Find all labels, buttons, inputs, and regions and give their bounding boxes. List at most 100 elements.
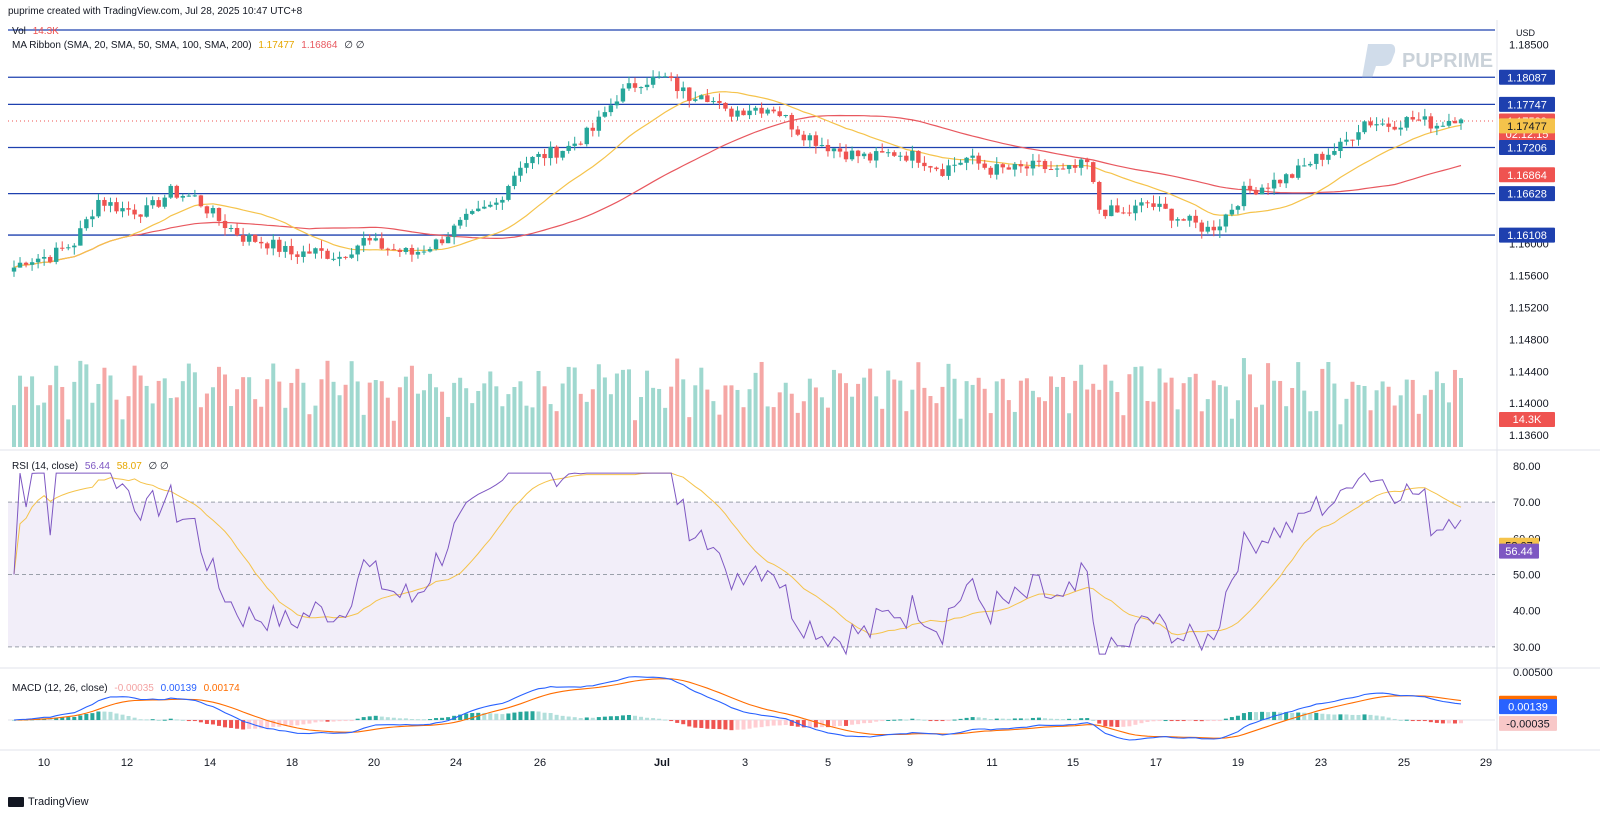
rsi-tag-label: 56.44: [1505, 546, 1533, 558]
candle: [1320, 153, 1325, 160]
volume-bar: [596, 364, 601, 447]
price-tag: [1499, 96, 1555, 112]
volume-bar: [524, 405, 529, 447]
volume-bar: [1302, 390, 1307, 447]
volume-bar: [566, 366, 571, 447]
macd-histogram-bar: [132, 717, 137, 721]
macd-histogram-bar: [1392, 718, 1397, 721]
price-tag-label: 1.17477: [1507, 121, 1547, 133]
macd-histogram-bar: [566, 716, 571, 721]
macd-histogram-bar: [144, 719, 149, 721]
macd-histogram-bar: [741, 720, 746, 730]
volume-bar: [96, 383, 101, 447]
volume-bar: [271, 363, 276, 447]
volume-bar: [506, 394, 511, 447]
volume-bar: [36, 405, 41, 447]
candle: [608, 105, 614, 113]
volume-bar: [174, 397, 179, 447]
rsi-legend[interactable]: RSI (14, close) 56.44 58.07 ∅ ∅: [12, 461, 173, 472]
macd-histogram-bar: [1302, 712, 1307, 721]
candle: [693, 99, 698, 101]
macd-histogram-bar: [1199, 720, 1204, 722]
volume-bar: [584, 401, 589, 447]
macd-histogram-bar: [856, 720, 861, 725]
volume-bar: [403, 376, 408, 447]
macd-histogram-bar: [1157, 720, 1162, 722]
candle: [892, 152, 897, 156]
volume-bar: [1368, 410, 1373, 447]
time-tick-label: 14: [204, 757, 216, 769]
candle: [1271, 179, 1277, 189]
candle: [114, 202, 119, 212]
time-tick-label: 9: [907, 757, 913, 769]
candle: [560, 150, 565, 158]
volume-bar: [868, 368, 873, 447]
candle: [934, 167, 939, 170]
time-tick-label: 19: [1232, 757, 1244, 769]
candle: [222, 220, 228, 229]
rsi-line: [13, 472, 1462, 656]
macd-histogram-bar: [1097, 720, 1102, 724]
candle: [789, 114, 794, 130]
candle: [572, 143, 577, 146]
time-tick-label: 5: [825, 757, 831, 769]
volume-bar: [1284, 406, 1289, 447]
candle: [711, 100, 716, 103]
volume-legend: Vol 14.3K: [12, 26, 63, 37]
ma-legend[interactable]: MA Ribbon (SMA, 20, SMA, 50, SMA, 100, S…: [12, 40, 368, 51]
macd-histogram-bar: [415, 719, 420, 721]
volume-bar: [1169, 377, 1174, 447]
volume-bar: [1350, 381, 1355, 447]
candle: [289, 245, 294, 255]
macd-histogram-bar: [331, 720, 336, 722]
volume-bar: [1097, 389, 1102, 447]
macd-histogram-bar: [1091, 719, 1096, 721]
tradingview-footer[interactable]: TradingView: [8, 796, 89, 808]
brand-name: PUPRIME: [1402, 49, 1494, 72]
candle: [530, 156, 535, 164]
macd-histogram-bar: [1193, 720, 1198, 722]
candle: [162, 197, 167, 207]
volume-bar: [687, 417, 692, 447]
volume-bar: [976, 377, 981, 447]
volume-bar: [241, 377, 246, 447]
candle: [1193, 215, 1198, 223]
candle: [1187, 215, 1192, 221]
macd-histogram-bar: [626, 714, 631, 721]
macd-histogram-bar: [789, 720, 794, 726]
volume-tag-label: 14.3K: [1513, 414, 1542, 426]
candle: [795, 129, 800, 135]
price-tick-label: 1.14000: [1509, 398, 1549, 410]
macd-histogram-bar: [759, 720, 764, 728]
volume-bar: [813, 387, 818, 447]
volume-bar: [657, 388, 662, 447]
candle: [1054, 168, 1060, 170]
candle: [717, 100, 722, 103]
volume-bar: [1121, 415, 1126, 447]
macd-histogram-bar: [458, 714, 463, 721]
candle: [723, 102, 728, 109]
candle: [801, 134, 807, 141]
macd-histogram-bar: [723, 720, 728, 730]
volume-bar: [18, 375, 23, 447]
macd-histogram-bar: [1350, 714, 1355, 721]
candle: [1386, 123, 1391, 127]
volume-bar: [970, 384, 975, 447]
candle: [1181, 219, 1186, 221]
candle: [488, 204, 493, 207]
volume-bar: [681, 379, 686, 447]
candle: [843, 151, 849, 160]
price-tag-label: 1.17747: [1507, 99, 1547, 111]
macd-histogram-bar: [717, 720, 722, 730]
macd-histogram-bar: [1284, 712, 1289, 721]
volume-bar: [331, 381, 336, 447]
macd-histogram-bar: [934, 720, 939, 722]
ma-null: ∅ ∅: [344, 40, 365, 51]
macd-legend[interactable]: MACD (12, 26, close) -0.00035 0.00139 0.…: [12, 683, 244, 694]
volume-bar: [156, 380, 161, 447]
volume-bar: [482, 383, 487, 447]
volume-bar: [216, 366, 221, 447]
macd-histogram-bar: [1061, 719, 1066, 721]
ma-label: MA Ribbon (SMA, 20, SMA, 50, SMA, 100, S…: [12, 40, 252, 51]
